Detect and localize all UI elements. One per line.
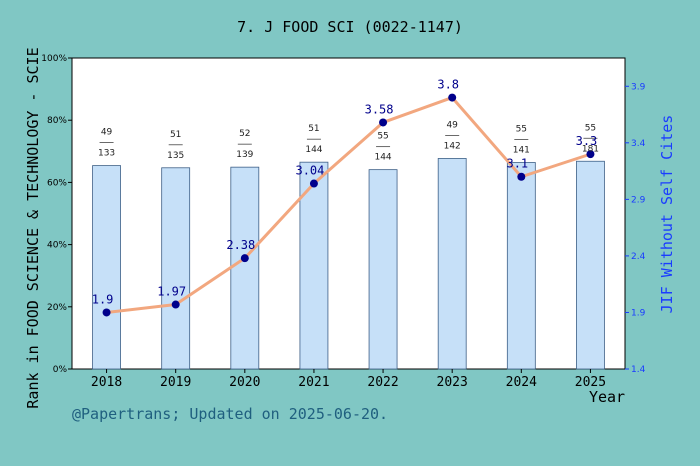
jif-point-2022 [379,118,388,127]
plot-area [71,57,626,370]
rank-label-2019: 51 135 [167,130,184,161]
bar-2018 [92,165,121,370]
y-right-tick-label: 3.4 [631,139,646,149]
rank-label-2020: 52 139 [236,129,253,160]
y-right-tick-label: 1.4 [631,365,646,375]
jif-point-2025 [586,150,595,159]
y-left-tick-label: 20% [47,303,67,313]
jif-point-2019 [171,300,180,309]
chart-title: 7. J FOOD SCI (0022-1147) [237,18,463,36]
x-tick-label-2021: 2021 [298,375,329,390]
bar-2020 [230,166,260,370]
jif-value-label-2019: 1.97 [157,285,186,299]
x-tick-label-2024: 2024 [506,375,537,390]
footer-credit: @Papertrans; Updated on 2025-06-20. [72,405,388,423]
rank-total: 144 [305,145,322,155]
bar-2019 [161,167,191,370]
y-right-tick-label: 2.9 [631,195,646,205]
rank-value: 51 [170,130,181,140]
rank-total: 141 [513,145,530,155]
y-right-tick-label: 1.9 [631,308,646,318]
jif-value-label-2018: 1.9 [92,292,114,306]
jif-value-label-2020: 2.38 [226,238,255,252]
x-tick-label-2018: 2018 [91,375,122,390]
labels-layer: 49 133 51 135 52 139 51 144 55 144 49 142 55 141 55 181… [92,78,599,307]
rank-value: 55 [516,124,527,134]
jif-line-layer [102,93,595,317]
rank-label-2022: 55 144 [374,132,391,163]
rank-label-2018: 49 133 [98,128,115,159]
rank-label-2023: 49 142 [444,120,461,151]
jif-point-2020 [240,254,249,263]
y-left-tick-label: 100% [41,54,67,64]
x-tick-label-2025: 2025 [575,375,606,390]
y-left-tick-label: 40% [47,241,67,251]
x-tick-label-2019: 2019 [160,375,191,390]
rank-label-2021: 51 144 [305,124,322,155]
x-tick-label-2023: 2023 [437,375,468,390]
rank-value: 51 [308,124,319,134]
jif-value-label-2025: 3.3 [576,134,598,148]
rank-label-2024: 55 141 [513,124,530,155]
y-right-tick-label: 3.9 [631,82,646,92]
jif-point-2024 [517,172,526,181]
rank-label-2025: 55 181 [582,123,599,154]
rank-value: 55 [585,123,596,133]
jif-point-2018 [102,308,111,317]
jif-value-label-2021: 3.04 [295,164,324,178]
y-left-tick-label: 80% [47,116,67,126]
rank-total: 135 [167,151,184,161]
jif-point-2021 [309,179,318,188]
jif-value-label-2024: 3.1 [506,157,528,171]
rank-value: 52 [239,129,250,139]
y-axis-right-title: JIF Without Self Cites [658,115,676,314]
x-axis-title: Year [589,388,625,406]
rank-total: 133 [98,149,115,159]
jif-point-2023 [448,93,457,102]
bar-2024 [506,162,536,370]
jif-value-label-2023: 3.8 [437,78,459,92]
jif-line [106,96,591,314]
y-left-tick-label: 60% [47,178,67,188]
rank-value: 49 [446,120,458,130]
axes-layer: 2018 2019 2020 2021 2022 2023 2024 2025 0% 20% 40%… [41,54,645,390]
jif-value-label-2022: 3.58 [365,102,394,116]
y-left-tick-label: 0% [53,365,68,375]
rank-value: 55 [377,132,388,142]
rank-total: 139 [236,150,253,160]
rank-total: 142 [444,141,461,151]
bar-2022 [368,169,398,370]
y-right-tick-label: 2.4 [631,252,646,262]
rank-total: 144 [374,153,391,163]
bar-2025 [576,160,605,370]
rank-value: 49 [101,128,113,138]
y-axis-left-title: Rank in FOOD SCIENCE & TECHNOLOGY - SCIE [24,47,42,408]
bars-layer [92,158,605,370]
x-tick-label-2022: 2022 [367,375,398,390]
x-tick-label-2020: 2020 [229,375,260,390]
rank-total: 181 [582,144,599,154]
bar-2023 [437,158,467,370]
bar-2021 [299,161,329,370]
